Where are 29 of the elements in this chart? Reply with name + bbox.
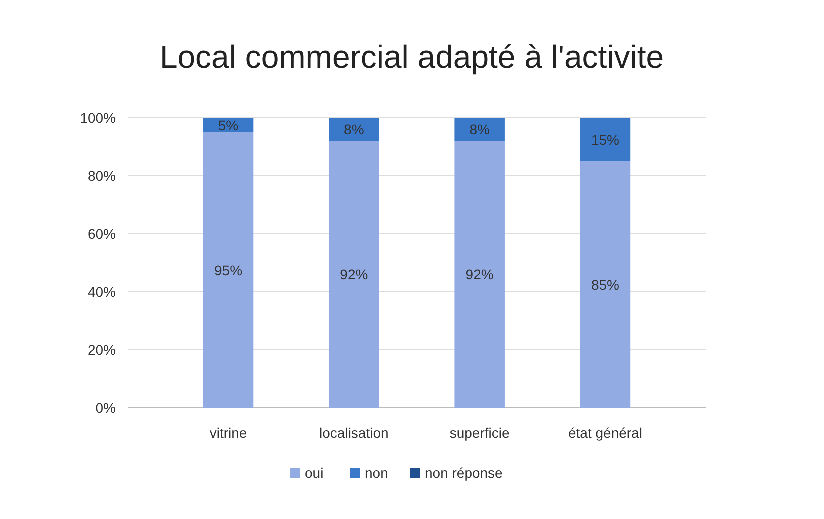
y-tick-label: 80% [88, 168, 116, 184]
y-tick-label: 20% [88, 342, 116, 358]
bar [580, 118, 631, 162]
bar [454, 141, 505, 408]
data-label: 8% [344, 122, 364, 138]
data-label: 92% [340, 266, 368, 283]
data-label: 15% [591, 132, 620, 148]
x-tick-label: localisation [320, 425, 389, 441]
data-label: 85% [591, 276, 620, 293]
data-label: 5% [218, 117, 239, 134]
legend-label: non réponse [425, 465, 504, 481]
chart-title: Local commercial adapté à l'activite [160, 39, 664, 75]
y-tick-label: 40% [88, 284, 116, 300]
x-tick-label: vitrine [210, 425, 248, 441]
bar [203, 132, 254, 408]
legend-label: oui [305, 465, 324, 481]
x-tick-label: état général [568, 425, 642, 441]
data-label: 8% [470, 122, 490, 138]
bar [454, 118, 505, 142]
data-label: 95% [214, 262, 243, 278]
x-tick-label: superficie [450, 425, 510, 441]
bar [329, 141, 380, 408]
legend-label: non [365, 465, 388, 481]
y-tick-label: 100% [80, 110, 116, 126]
y-tick-label: 0% [96, 400, 116, 416]
bar [580, 162, 631, 408]
bar [329, 118, 380, 142]
data-label: 92% [466, 266, 494, 283]
y-tick-label: 60% [88, 226, 116, 242]
